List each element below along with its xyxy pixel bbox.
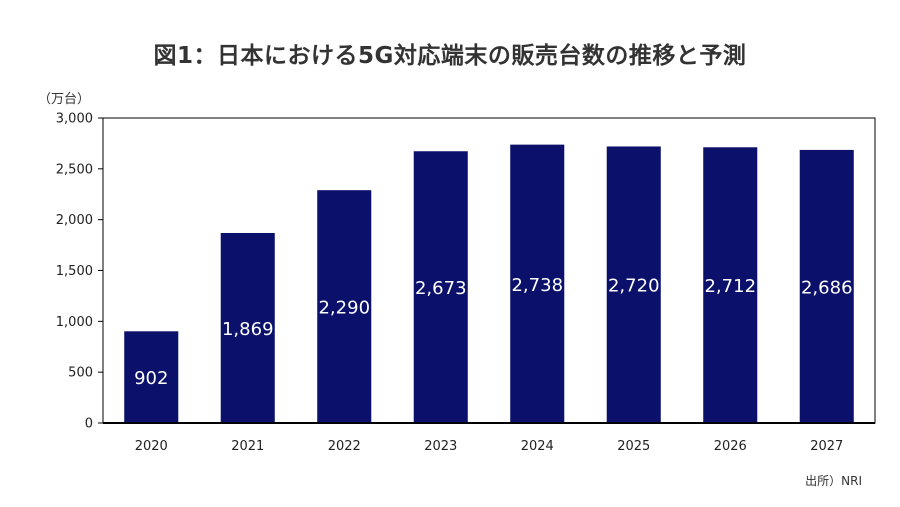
y-tick-label: 1,000 (56, 315, 93, 330)
x-tick-label: 2025 (617, 439, 650, 454)
x-axis: 2020 2021 2022 2023 2024 2025 2026 2027 (135, 439, 844, 454)
y-tick-label: 2,000 (56, 213, 93, 228)
y-axis-unit-label: （万台） (38, 92, 91, 107)
x-tick-label: 2026 (714, 439, 747, 454)
bars: 902 1,869 2,290 2,673 2,738 2,720 2,712 2,686 (124, 144, 854, 424)
bar (317, 190, 372, 423)
x-tick-label: 2021 (231, 439, 264, 454)
x-tick-label: 2027 (810, 439, 843, 454)
bar (413, 151, 468, 423)
bar-value-label: 2,712 (704, 276, 756, 297)
x-tick-label: 2023 (424, 439, 457, 454)
bar-value-label: 1,869 (222, 319, 274, 340)
bar-value-label: 2,738 (511, 275, 563, 296)
y-tick-label: 0 (85, 417, 93, 432)
y-tick-label: 500 (68, 366, 93, 381)
bar-value-label: 2,290 (318, 298, 370, 319)
y-tick-label: 2,500 (56, 162, 93, 177)
bar (220, 232, 275, 423)
bar (703, 147, 758, 423)
bar (606, 146, 661, 423)
x-tick-label: 2024 (521, 439, 554, 454)
y-axis: 0 500 1,000 1,500 2,000 2,500 3,000 (56, 112, 103, 432)
bar-value-label: 902 (134, 368, 168, 389)
bar-value-label: 2,686 (801, 277, 853, 298)
chart-title: 図1：日本における5G対応端末の販売台数の推移と予測 (153, 43, 747, 69)
bar-value-label: 2,720 (608, 276, 660, 297)
bar-value-label: 2,673 (415, 278, 467, 299)
x-tick-label: 2022 (328, 439, 361, 454)
bar (510, 144, 565, 424)
bar (799, 149, 854, 423)
y-tick-label: 1,500 (56, 264, 93, 279)
plot-area-frame (102, 117, 876, 424)
source-note: 出所）NRI (805, 474, 862, 488)
bar (124, 331, 179, 423)
x-tick-label: 2020 (135, 439, 168, 454)
y-tick-label: 3,000 (56, 112, 93, 127)
